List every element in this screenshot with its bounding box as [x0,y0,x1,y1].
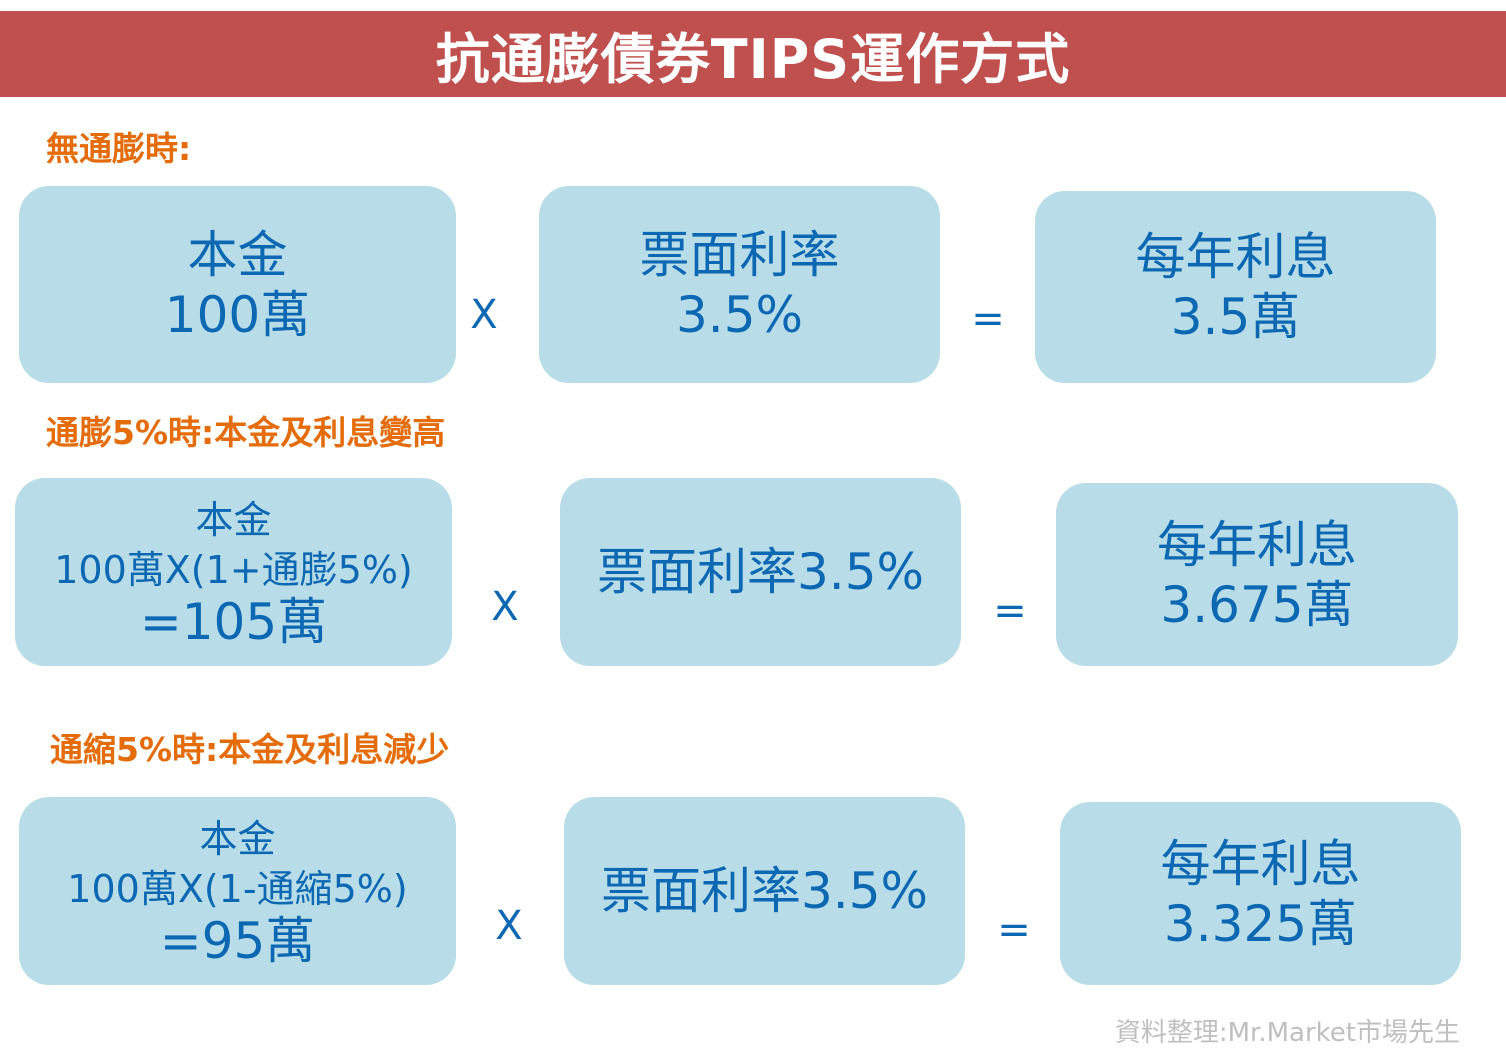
principal-box-inflation: 本金 100萬X(1+通膨5%) =105萬 [15,478,452,666]
principal-box-deflation: 本金 100萬X(1-通縮5%) =95萬 [19,797,456,985]
principal-box-no-inflation: 本金 100萬 [19,186,456,383]
interest-value: 3.675萬 [1160,575,1354,634]
rate-value: 3.5% [675,285,804,344]
rate-box-deflation: 票面利率3.5% [564,797,965,985]
principal-formula: 100萬X(1-通縮5%) [67,867,408,911]
principal-title: 本金 [187,225,288,284]
section-label-deflation: 通縮5%時:本金及利息減少 [50,730,450,769]
source-credit: 資料整理:Mr.Market市場先生 [1114,1018,1460,1048]
section-label-no-inflation: 無通膨時: [46,129,192,168]
multiply-operator: X [491,584,519,630]
equals-operator: = [997,907,1031,953]
principal-value: =95萬 [159,912,316,970]
interest-title: 每年利息 [1135,228,1336,286]
interest-title: 每年利息 [1157,515,1357,574]
rate-title: 票面利率 [639,225,840,284]
principal-title: 本金 [195,498,272,542]
interest-title: 每年利息 [1160,834,1361,893]
multiply-operator: X [495,903,523,949]
interest-box-no-inflation: 每年利息 3.5萬 [1035,191,1436,383]
equals-operator: = [993,588,1027,634]
title-banner: 抗通膨債券TIPS運作方式 [0,11,1506,97]
equals-operator: = [971,296,1005,342]
interest-box-deflation: 每年利息 3.325萬 [1060,802,1461,985]
rate-box-no-inflation: 票面利率 3.5% [539,186,940,383]
principal-title: 本金 [199,817,276,861]
page-title: 抗通膨債券TIPS運作方式 [435,27,1071,91]
rate-title: 票面利率3.5% [596,543,925,601]
section-label-inflation: 通膨5%時:本金及利息變高 [46,413,446,452]
multiply-operator: X [470,292,498,338]
interest-value: 3.5萬 [1170,288,1301,346]
rate-title: 票面利率3.5% [600,862,929,920]
rate-box-inflation: 票面利率3.5% [560,478,961,666]
principal-formula: 100萬X(1+通膨5%) [54,548,413,592]
interest-box-inflation: 每年利息 3.675萬 [1056,483,1458,666]
principal-value: 100萬 [164,285,311,344]
interest-value: 3.325萬 [1163,894,1358,953]
principal-value: =105萬 [139,593,328,651]
